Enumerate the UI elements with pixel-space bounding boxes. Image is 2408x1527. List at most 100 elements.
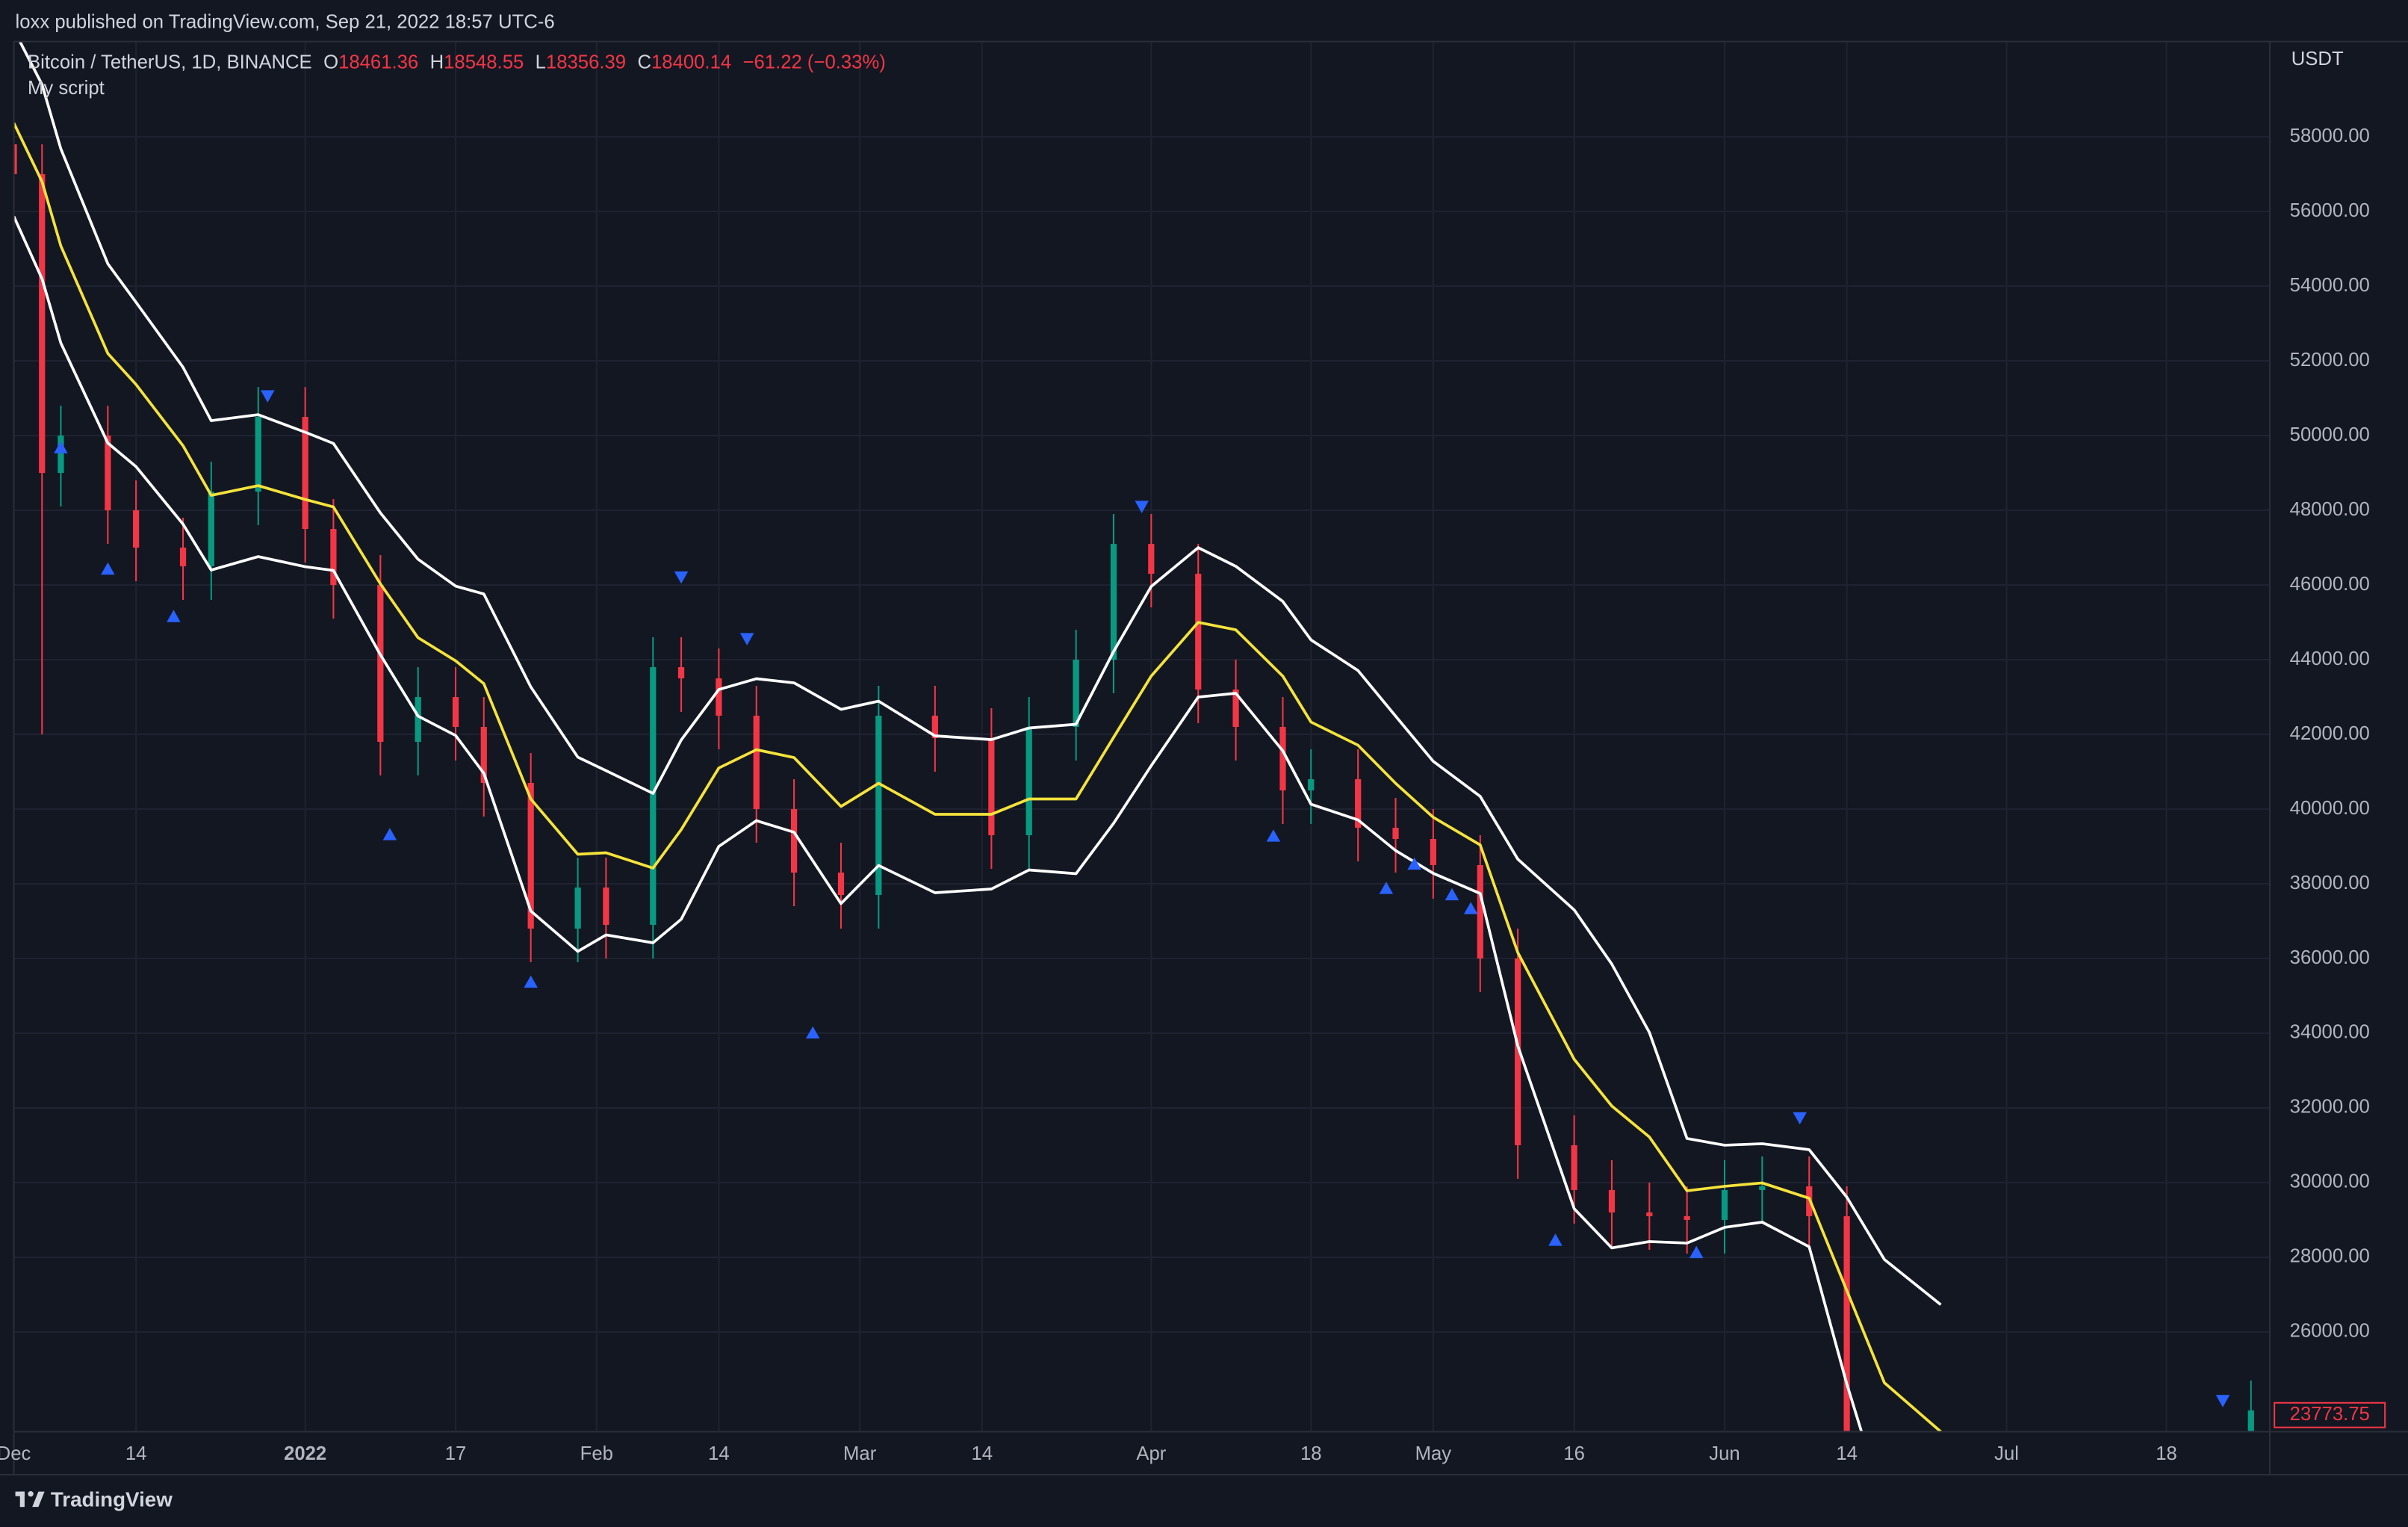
signal-down — [739, 633, 754, 645]
y-tick-label: 52000.00 — [2290, 350, 2370, 371]
signal-down — [674, 571, 689, 584]
signal-up — [101, 562, 115, 575]
candle-body — [527, 783, 534, 929]
y-tick-label: 58000.00 — [2290, 126, 2370, 146]
last-price-label: 23773.75 — [2290, 1404, 2370, 1425]
candle-body — [931, 716, 938, 739]
signal-up — [382, 828, 397, 840]
y-tick-label: 40000.00 — [2290, 798, 2370, 819]
x-tick-label: May — [1415, 1443, 1452, 1464]
script-name: My script — [28, 78, 105, 99]
open-label: O — [323, 52, 338, 72]
candle-body — [2247, 1410, 2254, 1432]
logo-part — [32, 1491, 45, 1508]
candle-body — [1430, 839, 1436, 865]
candle-body — [1279, 727, 1286, 791]
candle-body — [255, 417, 261, 492]
candle-body — [1148, 544, 1155, 574]
y-tick-label: 34000.00 — [2290, 1022, 2370, 1043]
y-tick-label: 54000.00 — [2290, 275, 2370, 296]
open-value: 18461.36 — [338, 52, 418, 72]
high-value: 18548.55 — [444, 52, 524, 72]
signal-up — [1689, 1245, 1704, 1259]
candle-body — [650, 667, 657, 925]
last-price-box — [2274, 1401, 2386, 1428]
symbol: Bitcoin / TetherUS, 1D, BINANCE — [28, 52, 312, 72]
candle-body — [753, 716, 760, 810]
candle-body — [133, 510, 140, 548]
footer-brand: TradingView — [51, 1487, 173, 1511]
y-tick-label: 44000.00 — [2290, 648, 2370, 669]
y-tick-label: 46000.00 — [2290, 574, 2370, 595]
signal-down — [2215, 1395, 2230, 1407]
signal-down — [1793, 1112, 1807, 1125]
candle-body — [13, 144, 17, 175]
signal-up — [1463, 902, 1478, 914]
candle-body — [452, 697, 459, 728]
signal-up — [1548, 1233, 1563, 1246]
candle-body — [603, 887, 609, 925]
y-tick-label: 50000.00 — [2290, 424, 2370, 445]
candle-body — [1721, 1189, 1728, 1220]
x-tick-label: 14 — [708, 1443, 730, 1464]
y-tick-label: 36000.00 — [2290, 947, 2370, 968]
candle-body — [1308, 779, 1315, 791]
legend-line: Bitcoin / TetherUS, 1D, BINANCE O18461.3… — [28, 52, 886, 72]
candle-body — [1025, 727, 1032, 836]
band-line — [13, 215, 1864, 1432]
y-tick-label: 38000.00 — [2290, 873, 2370, 893]
plot-area — [13, 41, 2254, 1432]
candle-body — [1843, 1215, 1850, 1432]
candle-body — [1646, 1212, 1653, 1216]
candle-body — [988, 738, 995, 836]
candle-body — [415, 697, 421, 743]
signal-up — [54, 441, 68, 453]
candle-body — [302, 417, 308, 530]
candle-body — [1759, 1186, 1766, 1190]
x-tick-label: 18 — [1300, 1443, 1322, 1464]
x-tick-label: 14 — [125, 1443, 147, 1464]
signal-down — [261, 390, 275, 403]
low-value: 18356.39 — [546, 52, 626, 72]
band-line — [18, 41, 1942, 1306]
candle-body — [837, 872, 845, 895]
x-tick-label: 17 — [445, 1443, 467, 1464]
x-tick-label: 14 — [971, 1443, 993, 1464]
candle-body — [39, 174, 46, 474]
candle-body — [716, 678, 722, 716]
candle-body — [105, 436, 111, 511]
signal-up — [524, 975, 538, 988]
y-tick-label: 42000.00 — [2290, 723, 2370, 744]
x-tick-label: 16 — [1563, 1443, 1585, 1464]
y-tick-label: 32000.00 — [2290, 1097, 2370, 1118]
candle-body — [677, 667, 685, 679]
candle-body — [58, 436, 64, 474]
logo-part — [19, 1491, 25, 1508]
candle-body — [208, 492, 214, 567]
candle-body — [1110, 544, 1117, 660]
signal-up — [1407, 857, 1421, 870]
x-tick-label: Apr — [1136, 1443, 1166, 1464]
x-tick-label: 14 — [1836, 1443, 1858, 1464]
candle-body — [480, 727, 487, 784]
signal-up — [167, 610, 181, 622]
candle-body — [1232, 690, 1239, 728]
candle-body — [1684, 1215, 1690, 1220]
currency: USDT — [2291, 49, 2344, 69]
x-tick-label: Dec — [0, 1443, 31, 1464]
candle-body — [1571, 1145, 1577, 1190]
signal-up — [1445, 888, 1459, 901]
x-tick-label: Jun — [1709, 1443, 1740, 1464]
candle-body — [1608, 1189, 1616, 1212]
y-tick-label: 28000.00 — [2290, 1246, 2370, 1267]
close-label: C — [637, 52, 651, 72]
change: −61.22 (−0.33%) — [743, 52, 886, 72]
signal-down — [1135, 501, 1149, 513]
candle-body — [1477, 864, 1483, 958]
x-tick-label: 18 — [2156, 1443, 2177, 1464]
candle-body — [1355, 779, 1362, 828]
candle-body — [1195, 574, 1202, 690]
candle-body — [377, 585, 384, 743]
